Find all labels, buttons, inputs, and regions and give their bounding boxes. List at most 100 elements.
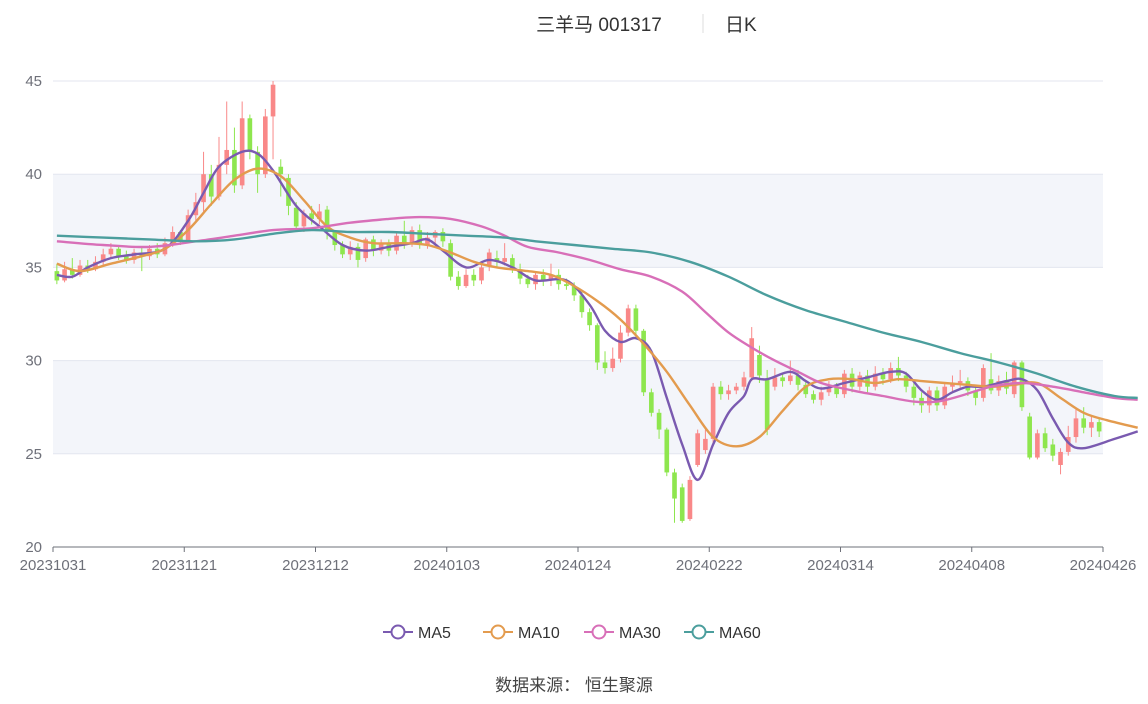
candle-body [417, 230, 423, 246]
ma-line-ma10 [56, 167, 1138, 448]
plot-band [53, 360, 1103, 454]
candlestick [764, 369, 770, 436]
legend-label: MA10 [518, 625, 560, 642]
candle-body [950, 382, 955, 387]
candle-body [610, 358, 616, 369]
candle-body [803, 384, 809, 395]
legend-item-ma30[interactable]: MA30 [584, 624, 661, 642]
data-source-note: 数据来源： 恒生聚源 [495, 676, 653, 695]
candlestick [872, 366, 878, 391]
candlesticks [54, 81, 1102, 523]
legend-label: MA60 [719, 625, 761, 642]
candle-body [425, 237, 430, 246]
legend-item-ma60[interactable]: MA60 [684, 624, 761, 642]
candlestick [494, 250, 500, 268]
candle-body [409, 230, 415, 244]
candle-body [378, 243, 384, 251]
candle-body [324, 209, 330, 232]
candle-body [1019, 362, 1025, 408]
candlestick [278, 159, 284, 197]
candlestick [263, 108, 268, 178]
x-tick-label: 20231121 [151, 557, 217, 574]
candle-body [649, 392, 654, 413]
candlestick [818, 386, 824, 406]
candle-body [872, 373, 878, 387]
candle-body [62, 269, 67, 281]
legend-circle-icon [591, 624, 607, 640]
candlestick [957, 369, 963, 389]
y-tick-label: 45 [25, 73, 42, 90]
candlestick [347, 241, 353, 260]
candle-body [201, 174, 206, 203]
candle-body [309, 213, 314, 219]
candle-body [185, 215, 191, 242]
candle-body [564, 284, 569, 287]
candle-body [695, 433, 700, 465]
candle-body [517, 269, 523, 279]
candle-body [926, 390, 932, 406]
candle-body [571, 286, 577, 296]
candle-body [880, 373, 886, 380]
candlestick [594, 323, 600, 370]
candle-body [510, 258, 515, 270]
candle-body [641, 330, 646, 393]
candlestick [502, 243, 507, 266]
candle-body [540, 274, 546, 281]
candle-body [317, 211, 322, 219]
candle-body [232, 149, 237, 186]
y-tick-label: 40 [25, 166, 42, 183]
candlestick [479, 263, 484, 285]
candle-body [780, 377, 785, 382]
candle-body [247, 118, 253, 152]
candle-body [93, 261, 98, 270]
x-tick-label: 20231031 [20, 557, 87, 574]
candle-body [664, 429, 670, 473]
candlestick [718, 381, 724, 400]
candle-body [355, 246, 361, 260]
candle-body [834, 386, 839, 395]
candlestick [641, 328, 646, 397]
candle-body [764, 379, 770, 430]
candlestick [618, 325, 623, 363]
candlestick [517, 263, 523, 285]
candle-body [579, 295, 585, 313]
candlestick [1050, 438, 1056, 462]
candle-body [772, 377, 778, 387]
y-tick-label: 25 [25, 446, 42, 463]
candle-body [1089, 422, 1094, 428]
candlestick [317, 204, 322, 225]
candlestick [1065, 425, 1071, 456]
legend-label: MA5 [418, 625, 451, 642]
candlestick [355, 243, 361, 268]
legend-item-ma10[interactable]: MA10 [483, 624, 560, 642]
candle-body [718, 386, 724, 395]
candle-body [903, 375, 909, 387]
legend-item-ma5[interactable]: MA5 [383, 624, 451, 642]
candle-body [270, 84, 276, 117]
candlestick [1027, 412, 1032, 460]
candle-body [981, 368, 986, 398]
candlestick [733, 382, 739, 395]
candlestick [803, 381, 809, 398]
x-axis-ticks: 20231031 20231121 20231212 20240103 20240124… [20, 547, 1136, 574]
candle-body [1081, 418, 1087, 428]
candle-body [502, 258, 507, 262]
candle-body [749, 338, 755, 378]
candlestick [726, 384, 731, 400]
candle-body [494, 258, 500, 262]
candlestick [1073, 409, 1079, 443]
candle-body [788, 375, 793, 382]
candlestick [741, 371, 747, 391]
candle-body [548, 274, 554, 281]
candlestick [1096, 418, 1102, 438]
candlestick [587, 308, 592, 331]
candle-body [587, 312, 592, 326]
legend-circle-icon [490, 624, 506, 640]
candle-body [594, 325, 600, 363]
y-axis-ticks: 20 25 30 35 40 45 [25, 73, 42, 556]
candle-body [124, 256, 129, 260]
candle-body [301, 213, 307, 227]
candlestick [811, 390, 816, 404]
candle-body [286, 177, 291, 206]
